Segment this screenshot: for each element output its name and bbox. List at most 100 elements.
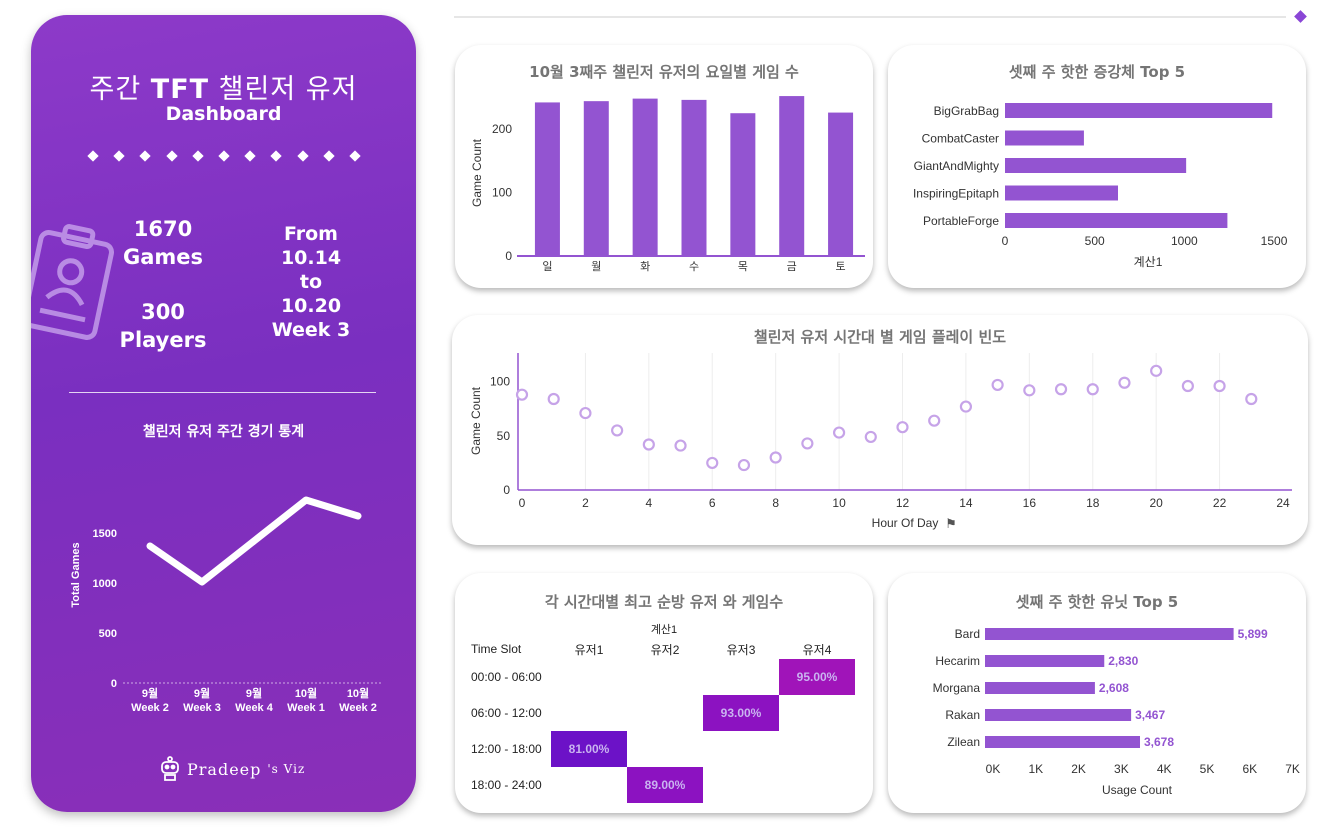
y-axis-label: Game Count xyxy=(470,138,484,207)
y-tick-label: 100 xyxy=(492,186,512,200)
x-tick-label: 4K xyxy=(1157,762,1172,776)
pin-icon: ⚑ xyxy=(945,516,957,531)
y-axis-label: Total Games xyxy=(70,542,82,607)
diamond-divider xyxy=(87,150,361,162)
weekday-games-card: 10월 3째주 챌린저 유저의 요일별 게임 수 0 100 200 Game Cou… xyxy=(455,45,873,288)
augments-chart-title: 셋째 주 핫한 증강체 Top 5 xyxy=(1008,63,1186,81)
time-slot-label: 18:00 - 24:00 xyxy=(471,778,542,792)
category-label: GiantAndMighty xyxy=(914,159,999,173)
heatmap-cell-filled: 89.00% xyxy=(627,767,703,803)
units-chart-title: 셋째 주 핫한 유닛 Top 5 xyxy=(1015,593,1179,611)
hour-point xyxy=(1213,379,1226,393)
x-tick-month: 10월 xyxy=(347,686,369,700)
x-tick-week: Week 2 xyxy=(131,702,169,714)
weekday-bar xyxy=(534,102,560,256)
category-label: PortableForge xyxy=(923,214,999,228)
y-tick-label: 1000 xyxy=(93,578,117,590)
heatmap-cell-empty xyxy=(703,731,779,767)
x-axis-label: Usage Count xyxy=(1102,783,1173,797)
heatmap-row: 12:00 - 18:00 81.00% xyxy=(471,731,855,767)
players-label: Players xyxy=(119,328,207,352)
hour-point xyxy=(928,414,941,427)
summary-panel: 주간 TFT 챌린저 유저 Dashboard 1670 Games 300 P… xyxy=(31,15,416,812)
weekly-chart-title: 챌린저 유저 주간 경기 통계 xyxy=(142,424,305,440)
time-slot-label: 06:00 - 12:00 xyxy=(471,706,542,720)
data-label: 5,899 xyxy=(1238,627,1268,641)
augments-card: 셋째 주 핫한 증강체 Top 5 BigGrabBag CombatCaster… xyxy=(888,45,1306,288)
heatmap-cell-empty xyxy=(779,695,855,731)
x-tick-label: 5K xyxy=(1200,762,1215,776)
heatmap-cell-empty xyxy=(779,731,855,767)
hour-point xyxy=(706,456,719,470)
x-tick-label: 18 xyxy=(1086,496,1100,510)
title-suffix: 챌린저 유저 xyxy=(218,74,358,105)
weekday-bar xyxy=(779,96,805,256)
augment-bar xyxy=(1005,158,1187,173)
weekday-chart-title: 10월 3째주 챌린저 유저의 요일별 게임 수 xyxy=(529,63,799,81)
hour-point xyxy=(991,378,1004,392)
games-label: Games xyxy=(122,245,204,269)
x-tick-label: 24 xyxy=(1276,496,1290,510)
weekday-bar-chart: 0 100 200 Game Count 일 월 화 수 목 금 토 xyxy=(470,96,865,273)
hour-point xyxy=(515,388,529,401)
x-axis-label: Hour Of Day xyxy=(872,516,939,530)
data-label: 2,830 xyxy=(1108,654,1138,668)
x-tick-label: 토 xyxy=(836,261,846,273)
unit-bar xyxy=(985,736,1141,748)
heatmap-row: 00:00 - 06:00 95.00% xyxy=(471,659,855,695)
title-bold: TFT xyxy=(150,74,210,105)
weekday-bar xyxy=(632,98,658,256)
x-tick-label: 화 xyxy=(640,260,650,273)
x-tick-month: 9월 xyxy=(142,686,158,700)
units-card: 셋째 주 핫한 유닛 Top 5 Bard 5,899 Hecarim 2,830 Mo… xyxy=(888,573,1306,813)
x-tick-label: 7K xyxy=(1285,762,1300,776)
hour-point xyxy=(1023,384,1036,397)
x-axis-label: 계산1 xyxy=(1134,255,1163,269)
x-tick-label: 8 xyxy=(772,496,779,510)
x-tick-label: 2 xyxy=(582,496,589,510)
hour-point xyxy=(611,424,624,437)
hour-point xyxy=(642,438,655,451)
heatmap-cell-empty xyxy=(627,695,703,731)
x-tick-label: 14 xyxy=(959,496,973,510)
hour-point xyxy=(1150,364,1163,377)
unit-bar xyxy=(985,682,1095,694)
x-tick-label: 12 xyxy=(896,496,910,510)
x-tick-label: 22 xyxy=(1213,496,1227,510)
heatmap-card: 각 시간대별 최고 순방 유저 와 게임수 계산1 Time Slot 유저1 유저… xyxy=(455,573,873,813)
x-tick-label: 10 xyxy=(832,496,846,510)
unit-bar xyxy=(985,709,1132,721)
augment-bar xyxy=(1005,103,1273,118)
unit-bar xyxy=(985,655,1105,667)
weekly-line-chart: 0 500 1000 1500 Total Games 9월 Week 2 9월 Week 3 9… xyxy=(70,496,381,714)
x-tick-month: 9월 xyxy=(194,686,210,700)
weekday-bar xyxy=(730,113,756,256)
header-line xyxy=(454,16,1286,18)
heatmap-header-row: Time Slot 유저1 유저2 유저3 유저4 xyxy=(471,639,855,659)
x-tick-week: Week 3 xyxy=(183,702,221,714)
y-tick-label: 1500 xyxy=(93,528,117,540)
row-header-label: Time Slot xyxy=(471,642,522,656)
data-label: 2,608 xyxy=(1099,681,1129,695)
y-tick-label: 0 xyxy=(503,483,510,497)
x-tick-label: 2K xyxy=(1071,762,1086,776)
dashboard-title: 주간 TFT 챌린저 유저 xyxy=(31,67,416,106)
category-label: Bard xyxy=(955,627,980,641)
heatmap-cell-empty xyxy=(779,767,855,803)
heatmap-row: 06:00 - 12:00 93.00% xyxy=(471,695,855,731)
heatmap-cell-empty xyxy=(551,767,627,803)
hour-point xyxy=(959,400,973,413)
x-tick-label: 6K xyxy=(1242,762,1257,776)
period-stat: From 10.14 to 10.20 Week 3 xyxy=(256,222,366,342)
category-label: Rakan xyxy=(945,708,980,722)
heatmap-table: Time Slot 유저1 유저2 유저3 유저4 00:00 - 06:00 95.00%… xyxy=(471,639,855,803)
x-tick-label: 1500 xyxy=(1261,234,1288,248)
period-to: to xyxy=(299,271,323,293)
column-header: 유저3 xyxy=(726,642,756,657)
time-slot-label: 00:00 - 06:00 xyxy=(471,670,542,684)
heatmap-cell-empty xyxy=(627,731,703,767)
augments-bar-chart: BigGrabBag CombatCaster GiantAndMighty Insp… xyxy=(913,103,1288,269)
brand-suffix: 's Viz xyxy=(267,762,306,776)
